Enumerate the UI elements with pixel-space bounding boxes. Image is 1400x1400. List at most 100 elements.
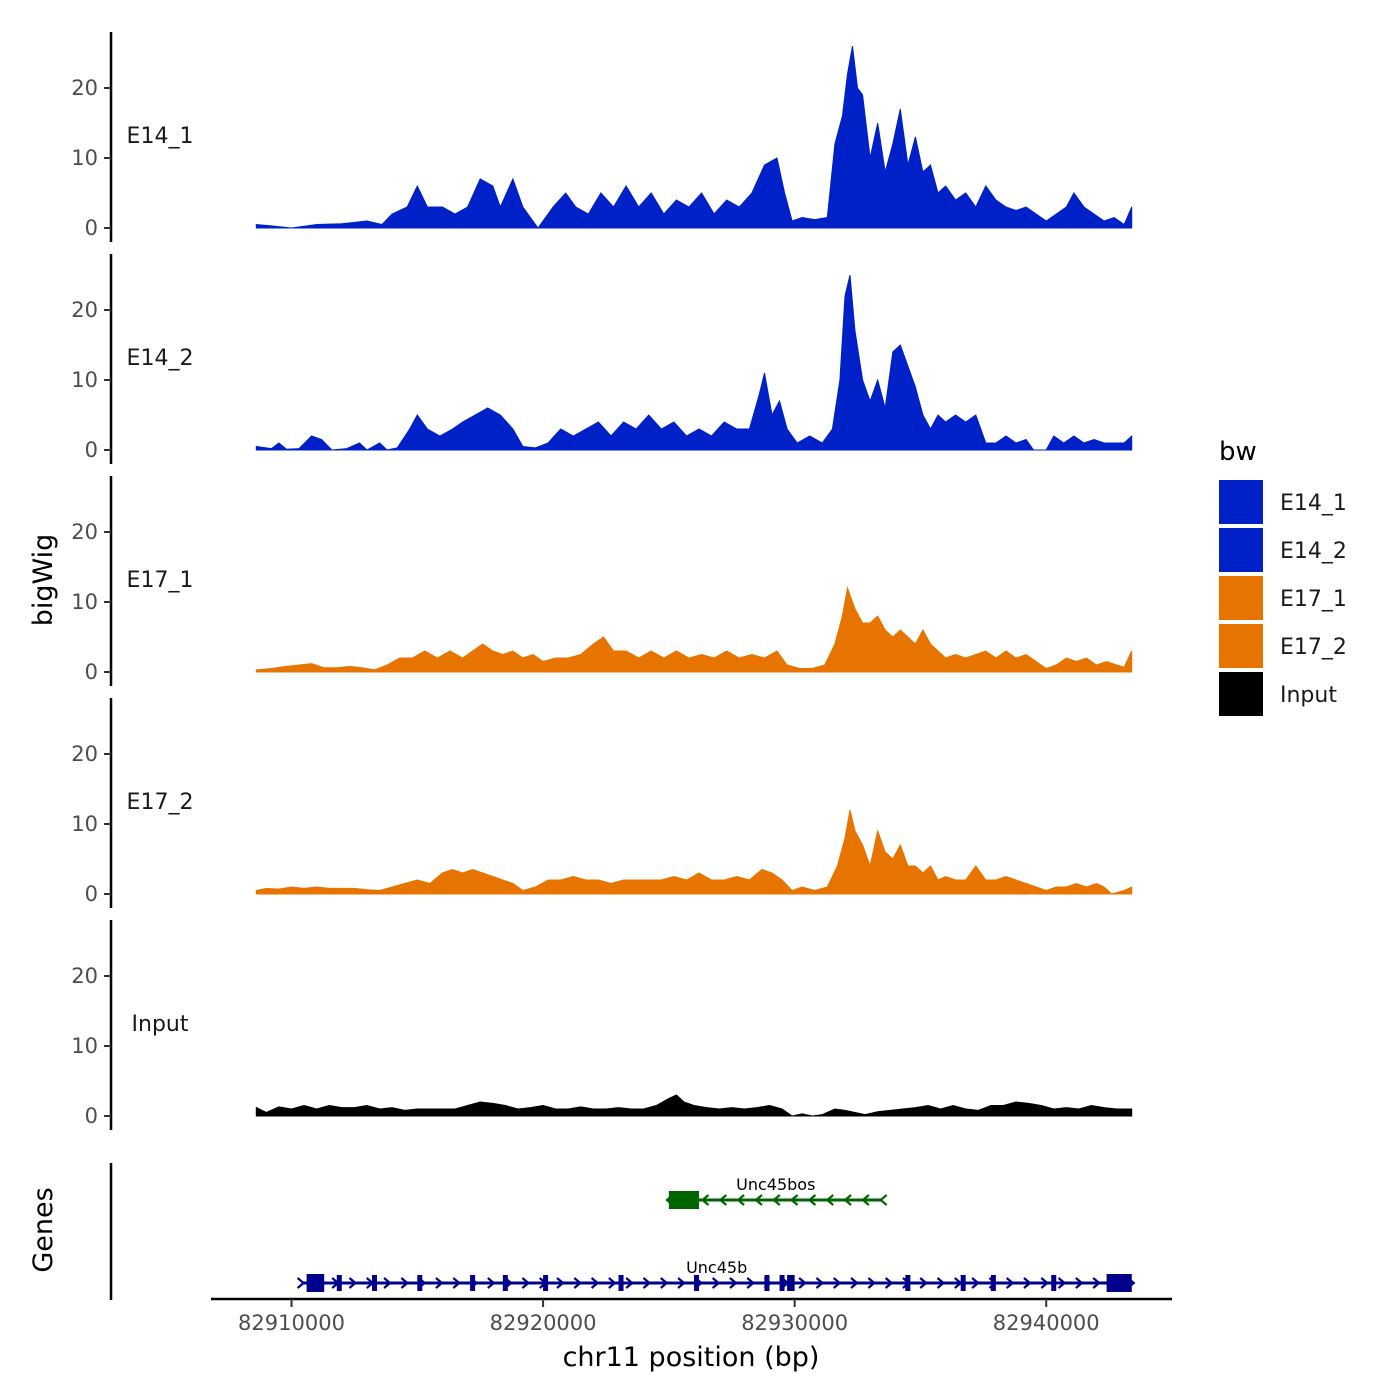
strand-arrow — [729, 1277, 738, 1289]
y-tick-label: 20 — [71, 298, 98, 322]
strand-arrow — [736, 1194, 745, 1206]
gene-exon — [779, 1275, 785, 1291]
strand-arrow — [590, 1277, 600, 1289]
y-tick-label: 10 — [71, 1034, 98, 1058]
strand-arrow — [348, 1277, 358, 1289]
gene-label: Unc45bos — [736, 1175, 815, 1194]
gene-exon — [372, 1275, 378, 1291]
strand-arrow — [825, 1194, 834, 1206]
strand-arrow — [919, 1277, 928, 1289]
y-tick-label: 20 — [71, 520, 98, 544]
legend-key-E17_1 — [1219, 576, 1263, 620]
strand-arrow — [718, 1194, 728, 1206]
genes-axis-title: Genes — [28, 1187, 59, 1272]
x-axis-title: chr11 position (bp) — [563, 1342, 820, 1373]
y-tick-label: 0 — [85, 216, 98, 240]
x-tick-label: 82920000 — [490, 1311, 597, 1335]
legend-label: E17_1 — [1280, 587, 1347, 612]
x-tick-label: 82910000 — [238, 1311, 345, 1335]
y-tick-label: 10 — [71, 146, 98, 170]
gene-exon — [787, 1275, 795, 1291]
gene-exon — [502, 1275, 508, 1291]
y-axis-title: bigWig — [28, 534, 59, 627]
legend: bw E14_1 E14_2 E17_1 E17_2 Input — [1219, 437, 1347, 716]
strand-arrow — [1023, 1277, 1032, 1289]
track-E14_2: 0 10 20 E14_2 — [71, 254, 1133, 464]
track-E17_1: 0 10 20 E17_1 — [71, 476, 1133, 686]
strand-arrow — [772, 1194, 781, 1206]
strand-arrow — [1005, 1277, 1015, 1289]
strand-arrow — [711, 1277, 721, 1289]
strand-arrow — [700, 1194, 710, 1206]
strand-arrow — [807, 1194, 817, 1206]
track-label: E14_2 — [127, 346, 194, 371]
legend-label: E17_2 — [1280, 635, 1347, 660]
legend-title: bw — [1219, 437, 1257, 467]
gene-exon — [1051, 1275, 1057, 1291]
strand-arrow — [296, 1277, 306, 1289]
gene-models: Unc45bos Unc45b — [296, 1175, 1136, 1292]
gene-exon — [470, 1275, 476, 1291]
legend-key-E14_2 — [1219, 528, 1263, 572]
y-tick-label: 10 — [71, 368, 98, 392]
gene-exon — [618, 1275, 624, 1291]
strand-arrow — [608, 1277, 617, 1289]
y-tick-label: 0 — [85, 1104, 98, 1128]
strand-arrow — [1075, 1277, 1084, 1289]
legend-key-Input — [1219, 672, 1263, 716]
strand-arrow — [677, 1277, 686, 1289]
gene-exon — [764, 1275, 770, 1291]
track-E14_1: 0 10 20 E14_1 — [71, 32, 1133, 242]
y-tick-label: 0 — [85, 660, 98, 684]
gene-exon — [1106, 1274, 1132, 1292]
strand-arrow — [878, 1194, 888, 1206]
coverage-area — [255, 586, 1133, 673]
strand-arrow — [815, 1277, 825, 1289]
track-label: Input — [132, 1012, 189, 1037]
y-tick-label: 20 — [71, 964, 98, 988]
track-E17_2: 0 10 20 E17_2 — [71, 698, 1133, 908]
y-tick-label: 20 — [71, 76, 98, 100]
x-tick-label: 82930000 — [741, 1311, 848, 1335]
legend-key-E17_2 — [1219, 624, 1263, 668]
track-Input: 0 10 20 Input — [71, 920, 1133, 1130]
gene-exon — [960, 1275, 966, 1291]
strand-arrow — [556, 1277, 565, 1289]
strand-arrow — [383, 1277, 392, 1289]
coverage-area — [255, 45, 1133, 229]
strand-arrow — [789, 1194, 799, 1206]
gene-exon — [694, 1275, 700, 1291]
track-panels: 0 10 20 E14_1 0 10 20 E14_2 0 10 20 E17_1 0 10 20 E17_2… — [71, 32, 1133, 1130]
y-tick-label: 10 — [71, 812, 98, 836]
strand-arrow — [861, 1194, 870, 1206]
strand-arrow — [573, 1277, 583, 1289]
strand-arrow — [400, 1277, 410, 1289]
legend-label: Input — [1280, 683, 1337, 708]
track-label: E17_1 — [127, 568, 194, 593]
y-tick-label: 0 — [85, 882, 98, 906]
y-tick-label: 0 — [85, 438, 98, 462]
gene-exon — [417, 1275, 423, 1291]
coverage-area — [255, 274, 1133, 451]
strand-arrow — [884, 1277, 894, 1289]
gene-Unc45bos: Unc45bos — [665, 1175, 888, 1209]
strand-arrow — [1092, 1277, 1101, 1289]
strand-arrow — [754, 1194, 763, 1206]
legend-label: E14_2 — [1280, 539, 1347, 564]
y-tick-label: 10 — [71, 590, 98, 614]
legend-key-E14_1 — [1219, 480, 1263, 524]
track-label: E17_2 — [127, 790, 194, 815]
strand-arrow — [1057, 1277, 1067, 1289]
legend-label: E14_1 — [1280, 491, 1347, 516]
strand-arrow — [642, 1277, 652, 1289]
strand-arrow — [798, 1277, 807, 1289]
strand-arrow — [521, 1277, 531, 1289]
x-tick-label: 82940000 — [993, 1311, 1100, 1335]
strand-arrow — [452, 1277, 461, 1289]
gene-exon — [306, 1274, 325, 1292]
strand-arrow — [746, 1277, 755, 1289]
strand-arrow — [867, 1277, 877, 1289]
gene-label: Unc45b — [686, 1258, 747, 1277]
gene-exon — [336, 1275, 342, 1291]
